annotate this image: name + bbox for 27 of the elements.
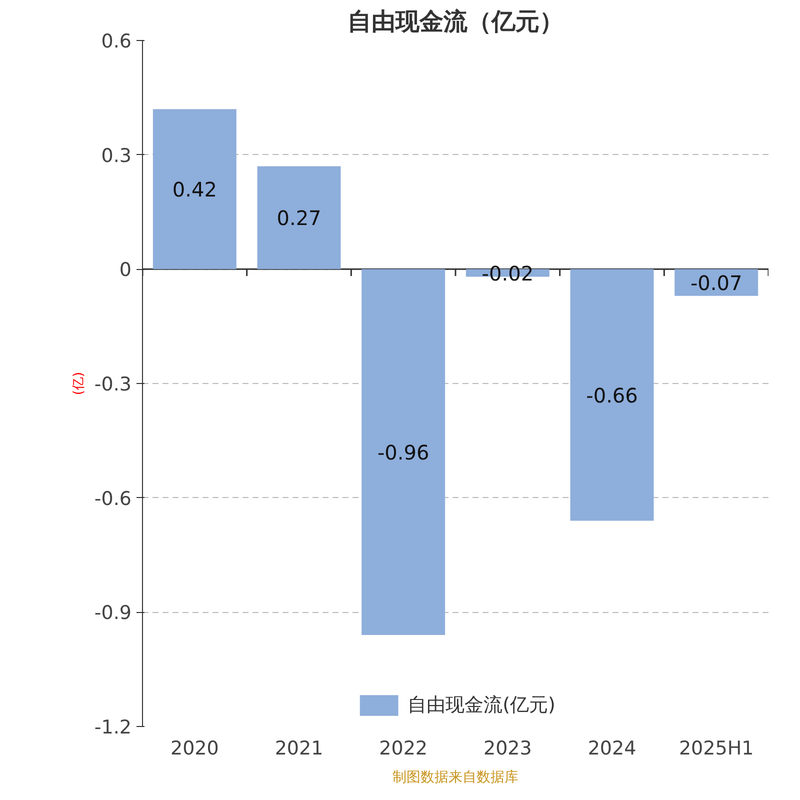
data-label: 0.42 [172,178,217,202]
x-tick-label: 2020 [170,738,219,760]
y-tick-label: -0.9 [94,602,132,624]
bar [257,166,341,270]
data-label: -0.96 [377,440,430,465]
x-tick-label: 2025H1 [678,738,754,760]
bar [152,109,236,270]
x-tick-label: 2023 [483,738,532,760]
data-label: -0.07 [690,271,742,296]
text: 制图数据来自数据库 [392,770,518,786]
y-tick-label: -1.2 [94,716,132,738]
x-tick-label: 2022 [379,738,428,760]
data-label: 0.27 [276,206,322,230]
y-axis-title: (亿) [71,372,86,396]
chart-title: 自由现金流（亿元） [348,8,564,36]
bar [362,269,446,636]
y-tick-label: 0 [119,259,132,282]
y-tick-label: 0.3 [101,144,132,167]
x-tick-label: 2024 [588,738,636,760]
legend-label: 自由现金流(亿元) [408,693,556,718]
y-tick-label: -0.6 [94,488,132,510]
y-tick-label: 0.6 [101,30,132,52]
y-tick-label: -0.3 [94,374,132,396]
x-tick-label: 2021 [274,738,324,760]
data-label: -0.66 [586,383,638,408]
bar [570,269,654,521]
bar [674,269,758,296]
